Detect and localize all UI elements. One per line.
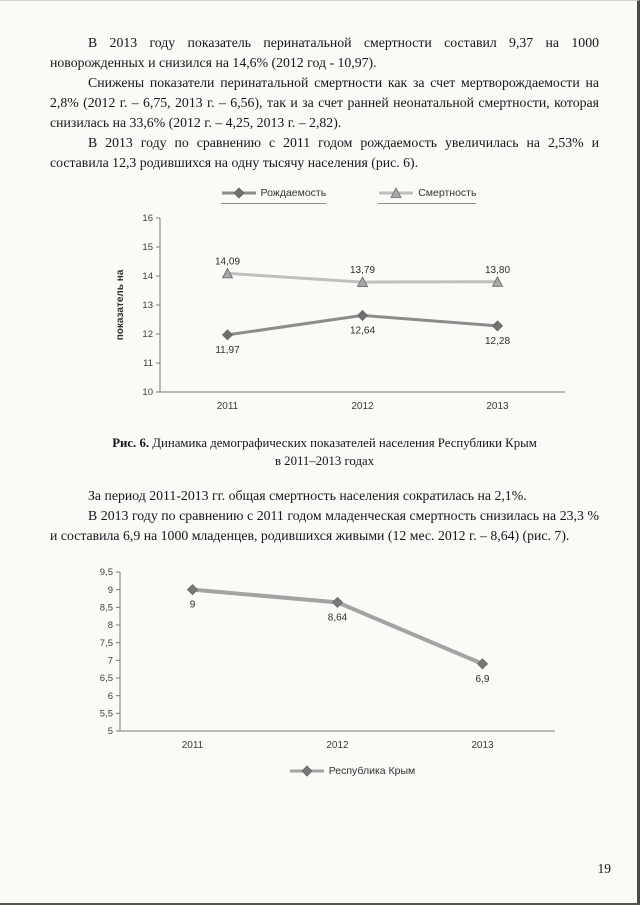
svg-text:12: 12 bbox=[142, 329, 153, 340]
svg-text:11,97: 11,97 bbox=[215, 345, 240, 356]
figure6-caption: Рис. 6. Динамика демографических показат… bbox=[50, 434, 599, 470]
triangle-line-marker-icon bbox=[379, 187, 414, 198]
svg-text:12,64: 12,64 bbox=[350, 325, 375, 336]
svg-text:13,80: 13,80 bbox=[485, 265, 510, 276]
svg-text:5,5: 5,5 bbox=[100, 709, 113, 720]
figure7-line-chart: 5 5,5 6 6,5 7 7,5 8 8,5 9 9,5 2011 2012 2013 9 8,64 6,9 bbox=[100, 567, 555, 751]
svg-text:6: 6 bbox=[108, 691, 113, 702]
figure7-legend: Республика Крым bbox=[75, 765, 599, 777]
paragraph-infant-mortality: В 2013 году по сравнению с 2011 годом мл… bbox=[50, 508, 599, 543]
legend-item-crimea: Республика Крым bbox=[289, 765, 416, 777]
svg-text:8,5: 8,5 bbox=[100, 603, 113, 614]
svg-text:2011: 2011 bbox=[217, 401, 239, 412]
svg-text:13,79: 13,79 bbox=[350, 265, 375, 276]
figure6-legend: Рождаемость Смертность bbox=[50, 187, 599, 204]
svg-text:показатель на: показатель на bbox=[115, 269, 126, 340]
svg-text:16: 16 bbox=[142, 213, 153, 224]
svg-text:15: 15 bbox=[142, 242, 153, 253]
page-number: 19 bbox=[597, 861, 612, 876]
figure6-caption-line2: в 2011–2013 годах bbox=[274, 454, 375, 468]
svg-text:9: 9 bbox=[108, 585, 113, 596]
paragraph-stillbirth-neonatal: Снижены показатели перинатальной смертно… bbox=[50, 75, 599, 130]
svg-text:8,64: 8,64 bbox=[328, 612, 348, 623]
svg-text:11: 11 bbox=[143, 358, 153, 369]
figure6-caption-line1: Динамика демографических показателей нас… bbox=[152, 436, 537, 450]
legend-label-birthrate: Рождаемость bbox=[260, 187, 327, 199]
legend-label-crimea: Республика Крым bbox=[328, 765, 416, 777]
svg-text:2012: 2012 bbox=[351, 401, 374, 412]
svg-text:10: 10 bbox=[142, 387, 153, 398]
svg-text:7: 7 bbox=[108, 656, 113, 667]
svg-text:5: 5 bbox=[108, 726, 113, 737]
legend-item-mortality: Смертность bbox=[378, 187, 477, 204]
figure6-line-chart: 10 11 12 13 14 15 16 2011 2012 2013 11,97 12,64 12,2… bbox=[115, 213, 565, 412]
svg-text:8: 8 bbox=[108, 620, 113, 631]
paragraph-perinatal-2013: В 2013 году показатель перинатальной сме… bbox=[50, 35, 599, 70]
figure7-chart-block: 5 5,5 6 6,5 7 7,5 8 8,5 9 9,5 2011 2012 2013 9 8,64 6,9… bbox=[75, 566, 599, 777]
figure6-chart-block: Рождаемость Смертность 10 11 12 13 14 15 16 201… bbox=[50, 187, 599, 422]
svg-text:6,5: 6,5 bbox=[100, 673, 113, 684]
svg-text:7,5: 7,5 bbox=[100, 638, 113, 649]
legend-item-birthrate: Рождаемость bbox=[220, 187, 327, 204]
paragraph-birthrate-2013: В 2013 году по сравнению с 2011 годом ро… bbox=[50, 135, 599, 170]
svg-text:2012: 2012 bbox=[326, 740, 349, 751]
figure6-caption-label: Рис. 6. bbox=[112, 436, 150, 450]
svg-text:2011: 2011 bbox=[182, 740, 204, 751]
svg-text:2013: 2013 bbox=[471, 740, 494, 751]
svg-text:13: 13 bbox=[142, 300, 153, 311]
svg-text:14: 14 bbox=[142, 271, 153, 282]
svg-text:9: 9 bbox=[190, 600, 196, 611]
svg-text:14,09: 14,09 bbox=[215, 256, 240, 267]
diamond-line-marker-icon bbox=[221, 187, 256, 199]
svg-text:6,9: 6,9 bbox=[476, 674, 490, 685]
paragraph-total-mortality: За период 2011-2013 гг. общая смертность… bbox=[88, 488, 527, 503]
svg-text:2013: 2013 bbox=[486, 401, 509, 412]
legend-label-mortality: Смертность bbox=[418, 187, 477, 199]
svg-text:12,28: 12,28 bbox=[485, 336, 510, 347]
diamond-line-marker-icon bbox=[289, 765, 324, 777]
svg-text:9,5: 9,5 bbox=[100, 567, 113, 578]
